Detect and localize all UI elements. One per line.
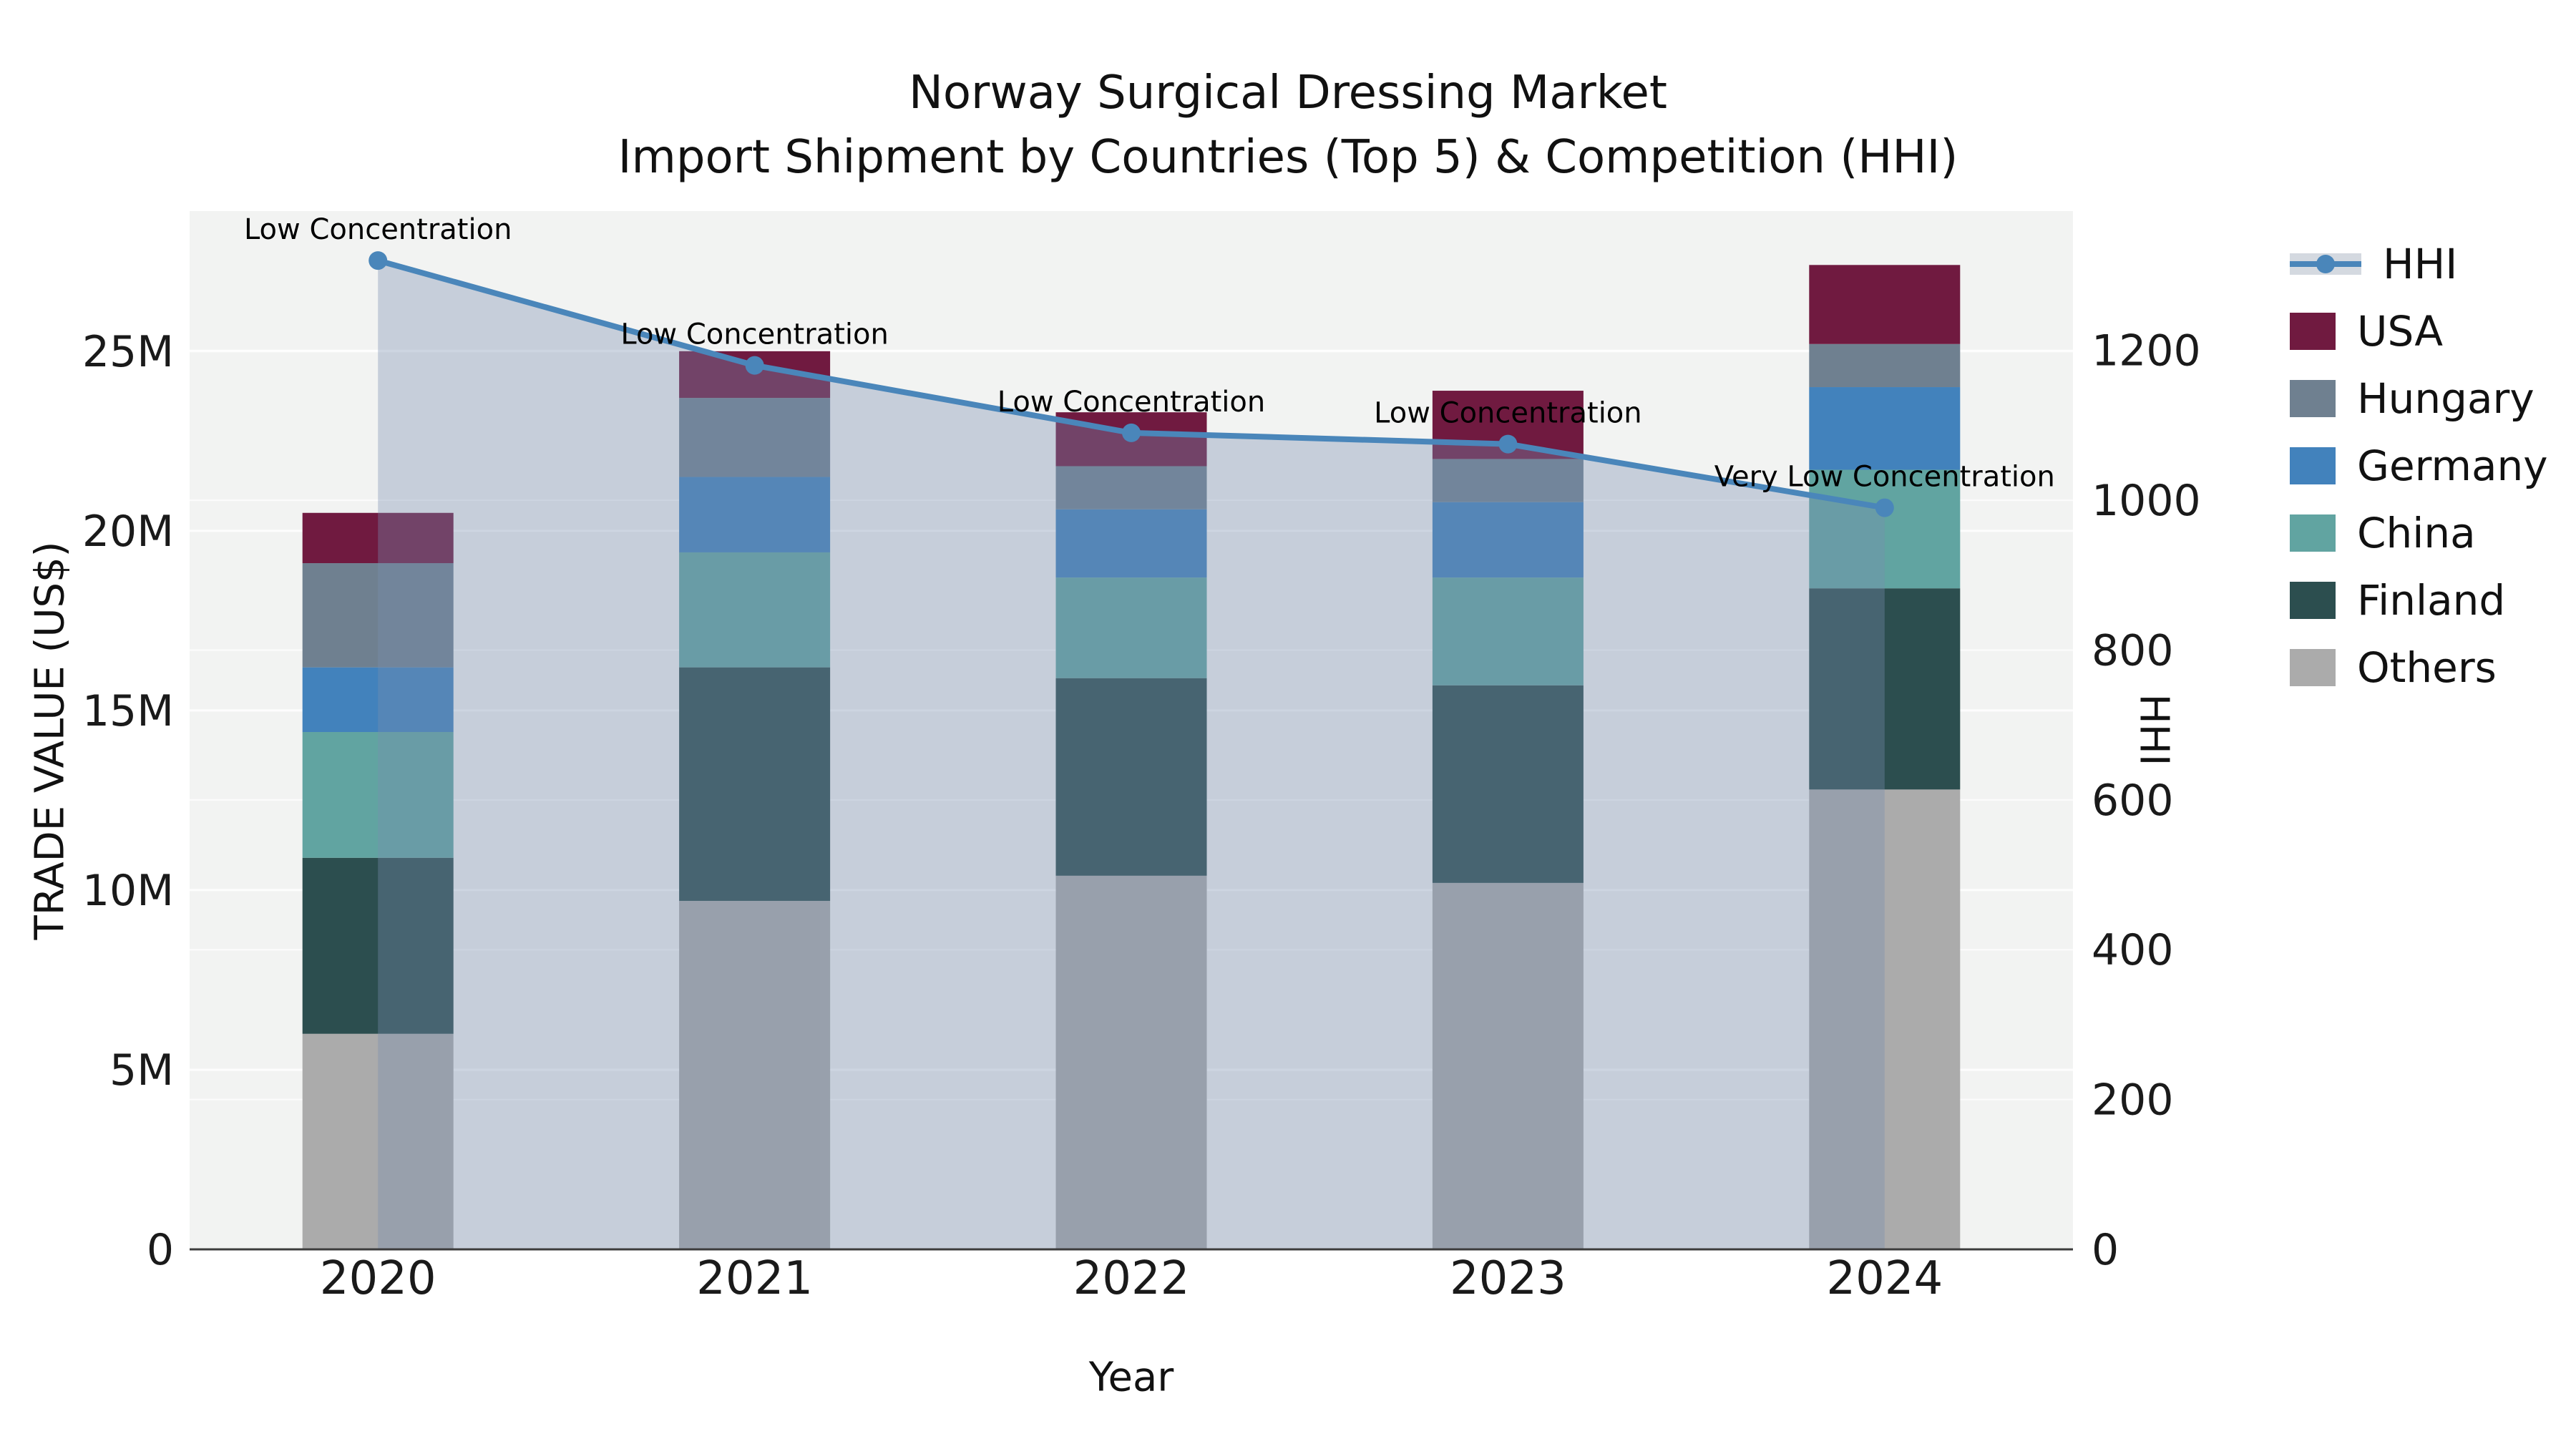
bar-segment-others-2020[interactable]: [302, 1033, 454, 1249]
annotation-2022: Low Concentration: [997, 386, 1265, 419]
y-right-tick-label: 800: [2092, 625, 2174, 675]
x-axis-title: Year: [1088, 1354, 1174, 1401]
chart-title: Norway Surgical Dressing Market: [909, 67, 1667, 119]
hhi-marker-2023[interactable]: [1498, 434, 1518, 454]
hhi-marker-2024[interactable]: [1875, 498, 1894, 517]
y-right-tick-label: 200: [2092, 1075, 2174, 1126]
legend-label: HHI: [2383, 240, 2458, 288]
bar-segment-china-2020[interactable]: [302, 732, 454, 858]
hhi-area-fill: [378, 260, 1885, 1250]
y-left-tick-label: 5M: [109, 1045, 174, 1096]
y-left-tick-label: 15M: [82, 686, 174, 736]
annotation-2020: Low Concentration: [244, 213, 512, 246]
legend-item-finland[interactable]: Finland: [2290, 567, 2548, 634]
bar-segment-finland-2020[interactable]: [302, 857, 454, 1034]
bar-segment-finland-2022[interactable]: [1055, 678, 1207, 876]
y-right-tick-label: 1000: [2092, 476, 2201, 526]
annotation-2021: Low Concentration: [620, 318, 888, 351]
legend-swatch: [2290, 313, 2336, 350]
bar-segment-china-2024[interactable]: [1809, 469, 1961, 589]
bar-segment-others-2021[interactable]: [679, 900, 831, 1249]
legend-item-others[interactable]: Others: [2290, 634, 2548, 701]
legend-item-china[interactable]: China: [2290, 499, 2548, 567]
bar-segment-finland-2023[interactable]: [1432, 685, 1584, 883]
chart-subtitle: Import Shipment by Countries (Top 5) & C…: [618, 131, 1958, 184]
legend-swatch: [2290, 514, 2336, 552]
bar-segment-hungary-2024[interactable]: [1809, 343, 1961, 388]
bar-segment-finland-2021[interactable]: [679, 667, 831, 901]
bar-segment-hungary-2020[interactable]: [302, 563, 454, 668]
legend-item-usa[interactable]: USA: [2290, 298, 2548, 365]
bar-segment-hungary-2021[interactable]: [679, 398, 831, 477]
legend-item-hungary[interactable]: Hungary: [2290, 365, 2548, 432]
legend-swatch: [2290, 447, 2336, 484]
bar-segment-hungary-2023[interactable]: [1432, 459, 1584, 502]
annotation-2024: Very Low Concentration: [1714, 461, 2055, 494]
bar-segment-others-2024[interactable]: [1809, 789, 1961, 1249]
bar-segment-germany-2020[interactable]: [302, 667, 454, 733]
bar-segment-germany-2021[interactable]: [679, 477, 831, 552]
bar-segment-others-2022[interactable]: [1055, 875, 1207, 1249]
annotation-2023: Low Concentration: [1374, 397, 1641, 430]
x-tick-label-2022: 2022: [1073, 1252, 1190, 1305]
bar-segment-germany-2022[interactable]: [1055, 509, 1207, 578]
legend-label: USA: [2357, 307, 2444, 356]
legend-item-hhi[interactable]: HHI: [2290, 230, 2548, 298]
y-right-tick-label: 600: [2092, 776, 2174, 826]
y-left-tick-label: 0: [147, 1225, 174, 1275]
bar-segment-hungary-2022[interactable]: [1055, 466, 1207, 509]
hhi-marker-2020[interactable]: [369, 251, 388, 270]
bar-segment-finland-2024[interactable]: [1809, 588, 1961, 790]
x-tick-label-2023: 2023: [1450, 1252, 1566, 1305]
bar-segment-usa-2020[interactable]: [302, 512, 454, 564]
legend-swatch: [2290, 582, 2336, 619]
bar-segment-china-2022[interactable]: [1055, 577, 1207, 678]
legend-label: Finland: [2357, 576, 2506, 625]
y-right-tick-label: 1200: [2092, 326, 2201, 376]
legend-swatch: [2290, 380, 2336, 417]
bar-segment-germany-2024[interactable]: [1809, 387, 1961, 470]
y-axis-title-right: HHI: [2130, 693, 2177, 766]
y-axis-title-left: TRADE VALUE (US$): [26, 541, 74, 940]
legend-label: Hungary: [2357, 374, 2534, 423]
x-tick-label-2024: 2024: [1826, 1252, 1943, 1305]
bar-segment-china-2021[interactable]: [679, 552, 831, 668]
x-tick-label-2020: 2020: [320, 1252, 436, 1305]
legend-label: Germany: [2357, 441, 2548, 490]
bar-segment-germany-2023[interactable]: [1432, 502, 1584, 578]
legend-label: China: [2357, 509, 2476, 557]
bar-segment-others-2023[interactable]: [1432, 882, 1584, 1249]
y-left-tick-label: 10M: [82, 866, 174, 916]
legend-label: Others: [2357, 643, 2497, 692]
bar-segment-china-2023[interactable]: [1432, 577, 1584, 686]
legend-swatch: [2290, 649, 2336, 686]
legend-item-germany[interactable]: Germany: [2290, 432, 2548, 499]
y-left-tick-label: 20M: [82, 507, 174, 557]
hhi-marker-2021[interactable]: [745, 356, 764, 375]
y-left-tick-label: 25M: [82, 327, 174, 377]
y-right-tick-label: 0: [2092, 1225, 2119, 1275]
hhi-line-legend-icon: [2290, 245, 2361, 283]
legend: HHI USA Hungary Germany China Finland Others: [2290, 230, 2548, 701]
x-tick-label-2021: 2021: [696, 1252, 813, 1305]
bar-segment-usa-2024[interactable]: [1809, 265, 1961, 344]
hhi-marker-2022[interactable]: [1122, 423, 1141, 442]
y-right-tick-label: 400: [2092, 925, 2174, 975]
